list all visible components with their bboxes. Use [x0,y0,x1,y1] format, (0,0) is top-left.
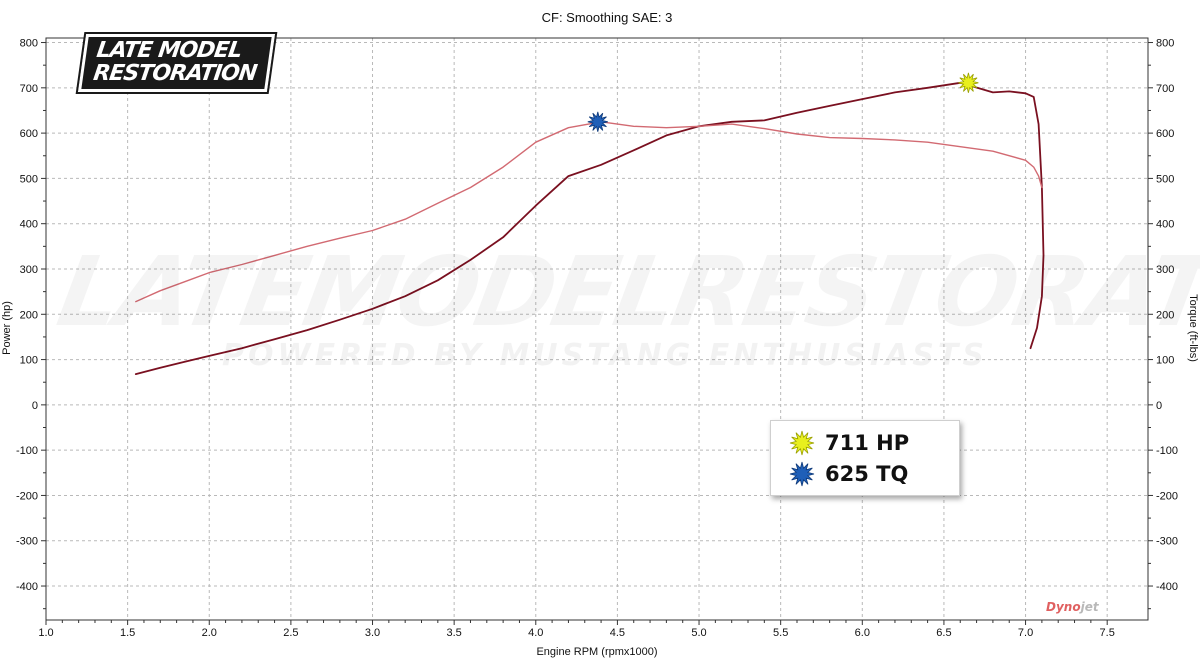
series-line-torque [135,121,1043,303]
y-tick-label-left: 0 [32,400,38,412]
series-layer [134,81,1045,376]
y-tick-label-right: 100 [1156,355,1174,367]
x-axis-label: Engine RPM (rpmx1000) [536,646,657,658]
x-tick-label: 1.5 [120,627,135,639]
x-tick-label: 7.5 [1100,627,1115,639]
y-tick-label-left: 800 [20,38,38,50]
legend-entry-tq: 625 TQ [789,459,908,489]
y-axis-label-left: Power (hp) [1,301,13,355]
y-tick-label-right: -200 [1156,490,1178,502]
logo-line2: RESTORATION [91,61,258,86]
peak-hp-marker [958,72,979,93]
y-tick-label-left: -300 [16,536,38,548]
tick-layer: 1.0 1.5 2.0 2.5 3.0 3.5 4.0 4.5 5.0 5.5 6.0 6.5 7.0 7… [16,38,1178,639]
dyno-brand-mark: Dynojet [1046,600,1099,614]
y-tick-label-right: 500 [1156,173,1174,185]
x-tick-label: 6.0 [855,627,870,639]
y-tick-label-right: 300 [1156,264,1174,276]
y-tick-label-left: 500 [20,173,38,185]
marker-layer [587,72,979,132]
brand-part2: jet [1080,600,1099,614]
y-tick-label-left: -200 [16,490,38,502]
plot-frame [45,37,1149,621]
peak-tq-marker [587,111,608,132]
y-tick-label-right: -300 [1156,536,1178,548]
brand-part1: Dyno [1046,600,1081,614]
x-tick-label: 7.0 [1018,627,1033,639]
y-tick-label-right: 400 [1156,219,1174,231]
legend-box: 711 HP 625 TQ [770,420,960,496]
y-tick-label-right: 700 [1156,83,1174,95]
y-tick-label-left: 300 [20,264,38,276]
y-tick-label-left: 100 [20,355,38,367]
x-tick-label: 1.0 [38,627,53,639]
x-tick-label: 4.5 [610,627,625,639]
y-tick-label-left: -400 [16,581,38,593]
y-tick-label-right: 600 [1156,128,1174,140]
y-tick-label-left: 400 [20,219,38,231]
logo-line1: LATE MODEL [95,38,244,63]
y-tick-label-right: -100 [1156,445,1178,457]
y-tick-label-left: 200 [20,309,38,321]
y-tick-label-left: 600 [20,128,38,140]
chart-title: CF: Smoothing SAE: 3 [542,10,673,25]
y-tick-label-left: 700 [20,83,38,95]
brand-logo: LATE MODEL RESTORATION [75,32,277,94]
y-tick-label-left: -100 [16,445,38,457]
y-tick-label-right: 800 [1156,38,1174,50]
x-tick-label: 4.0 [528,627,543,639]
legend-label-tq: 625 TQ [825,462,909,486]
x-tick-label: 3.0 [365,627,380,639]
y-axis-label-right: Torque (ft-lbs) [1187,294,1199,362]
legend-label-hp: 711 HP [825,431,910,455]
x-tick-label: 3.5 [446,627,461,639]
x-tick-label: 2.0 [202,627,217,639]
x-tick-label: 5.0 [691,627,706,639]
starburst-icon [789,461,815,487]
y-tick-label-right: 0 [1156,400,1162,412]
y-tick-label-right: 200 [1156,309,1174,321]
legend-entry-hp: 711 HP [789,428,909,458]
starburst-icon [789,430,815,456]
x-tick-label: 2.5 [283,627,298,639]
x-tick-label: 6.5 [936,627,951,639]
y-tick-label-right: -400 [1156,581,1178,593]
x-tick-label: 5.5 [773,627,788,639]
